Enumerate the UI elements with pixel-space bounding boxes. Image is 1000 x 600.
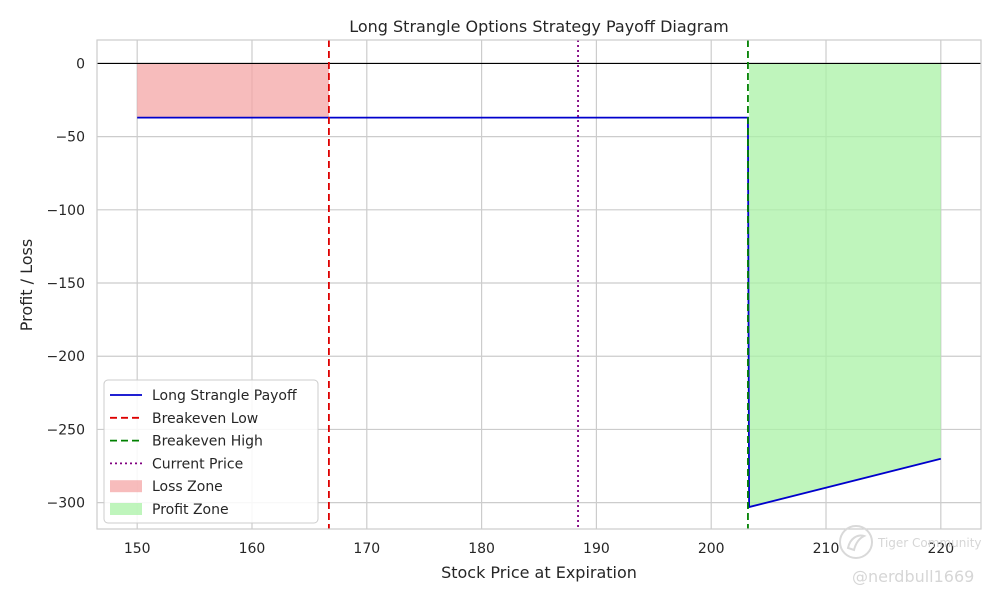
chart-title: Long Strangle Options Strategy Payoff Di… <box>349 17 729 36</box>
x-axis-label: Stock Price at Expiration <box>441 563 637 582</box>
watermark-brand: Tiger Community <box>878 536 982 550</box>
legend-swatch <box>110 480 142 493</box>
x-tick-label: 160 <box>239 541 266 557</box>
x-tick-label: 190 <box>583 541 610 557</box>
legend-label: Long Strangle Payoff <box>152 388 297 404</box>
legend-label: Breakeven High <box>152 434 263 450</box>
legend-label: Profit Zone <box>152 502 229 518</box>
x-tick-label: 220 <box>927 541 954 557</box>
x-tick-label: 200 <box>698 541 725 557</box>
legend-swatch <box>110 503 142 515</box>
legend-label: Loss Zone <box>152 479 223 495</box>
plot-frame <box>96 39 982 530</box>
x-tick-label: 210 <box>813 541 840 557</box>
loss-zone <box>137 63 329 118</box>
y-tick-label: −50 <box>55 130 85 146</box>
payoff-line <box>137 116 942 509</box>
x-tick-label: 150 <box>124 541 151 557</box>
tiger-community-logo-icon <box>839 525 873 559</box>
watermark-user: @nerdbull1669 <box>852 567 975 586</box>
legend-label: Current Price <box>152 456 243 472</box>
x-tick-label: 170 <box>353 541 380 557</box>
y-tick-label: −250 <box>47 422 85 438</box>
legend-box <box>103 379 319 524</box>
y-tick-label: −200 <box>47 349 85 365</box>
x-tick-label: 180 <box>468 541 495 557</box>
y-tick-label: −100 <box>47 203 85 219</box>
y-tick-label: −300 <box>47 496 85 512</box>
profit-zone <box>749 63 941 508</box>
y-tick-label: −150 <box>47 276 85 292</box>
y-axis-label: Profit / Loss <box>17 239 36 331</box>
legend-label: Breakeven Low <box>152 411 258 427</box>
y-tick-label: 0 <box>76 56 85 72</box>
